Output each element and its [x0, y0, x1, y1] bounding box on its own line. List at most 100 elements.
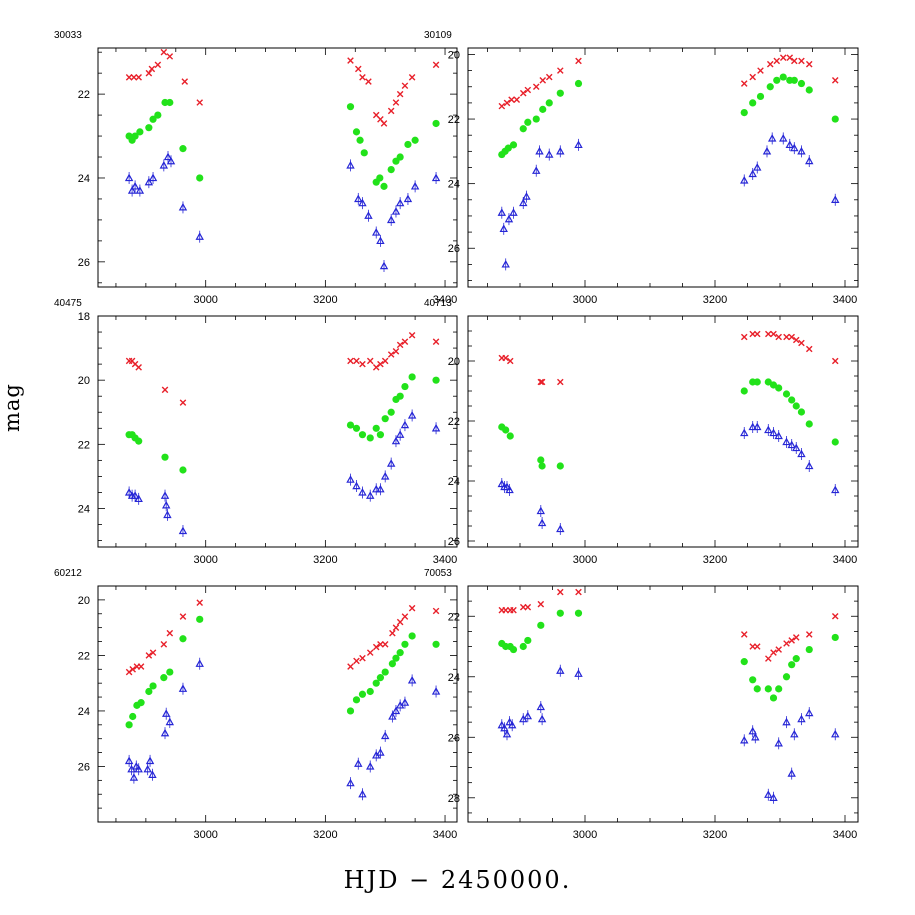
- panel-title: 30109: [424, 30, 452, 41]
- data-point-green: [769, 694, 778, 702]
- data-point-red: [740, 631, 748, 638]
- x-tick-label: 3000: [193, 554, 217, 566]
- data-point-green: [145, 687, 153, 696]
- data-point-red: [347, 663, 354, 670]
- data-point-red: [130, 74, 138, 81]
- data-point-red: [539, 77, 547, 84]
- data-point-green: [797, 408, 806, 416]
- data-point-green: [749, 99, 757, 107]
- data-point-red: [506, 357, 514, 365]
- y-tick-label: 22: [78, 439, 90, 451]
- data-point-green: [519, 125, 527, 133]
- data-point-green: [387, 408, 395, 416]
- data-point-red: [537, 600, 545, 608]
- data-point-green: [797, 79, 806, 88]
- data-point-green: [381, 668, 389, 676]
- data-point-red: [775, 646, 782, 653]
- y-tick-label: 18: [78, 311, 90, 323]
- data-point-green: [504, 144, 512, 152]
- x-axis-label: HJD − 2450000.: [343, 866, 572, 894]
- x-tick-label: 3000: [573, 829, 597, 841]
- x-tick-label: 3400: [433, 554, 457, 566]
- data-point-red: [557, 588, 564, 596]
- data-point-green: [792, 655, 800, 663]
- data-point-green: [524, 118, 532, 126]
- data-point-red: [161, 386, 169, 394]
- y-tick-label: 24: [78, 173, 90, 185]
- x-tick-label: 3000: [573, 294, 597, 306]
- panel-title: 60212: [54, 568, 82, 579]
- data-point-red: [791, 57, 798, 65]
- data-point-green: [404, 140, 412, 149]
- series-blue: [124, 657, 441, 801]
- y-tick-label: 24: [448, 476, 460, 488]
- data-point-green: [769, 381, 778, 389]
- data-point-red: [387, 107, 395, 115]
- panel-frame: [97, 315, 458, 548]
- data-point-green: [556, 462, 564, 470]
- series-red: [125, 331, 440, 406]
- data-point-green: [773, 76, 781, 84]
- data-point-red: [145, 69, 153, 77]
- data-point-green: [372, 424, 380, 432]
- y-tick-label: 24: [78, 706, 90, 718]
- x-tick-label: 3200: [703, 294, 727, 306]
- data-point-green: [556, 89, 564, 97]
- data-point-green: [788, 396, 796, 404]
- data-point-green: [346, 707, 355, 715]
- data-point-green: [519, 642, 527, 651]
- series-green: [125, 615, 440, 729]
- data-point-green: [432, 640, 440, 648]
- x-tick-label: 3400: [433, 294, 457, 306]
- data-point-red: [432, 607, 440, 615]
- data-point-green: [788, 661, 796, 669]
- data-point-green: [352, 696, 361, 704]
- data-point-green: [509, 645, 518, 654]
- data-point-red: [740, 80, 748, 87]
- data-point-red: [125, 74, 133, 81]
- panel-title: 40713: [424, 298, 452, 309]
- data-point-red: [749, 73, 756, 81]
- panel-frame: [467, 315, 859, 548]
- panel-70053: 70053 3000 3200 3400 22 24 26 28: [424, 568, 859, 841]
- data-point-green: [775, 384, 783, 392]
- data-point-green: [366, 434, 374, 442]
- data-point-red: [765, 330, 772, 338]
- data-point-red: [798, 57, 805, 65]
- series-red: [498, 54, 839, 110]
- data-point-green: [740, 658, 748, 666]
- data-point-red: [380, 120, 388, 127]
- data-point-red: [401, 613, 409, 620]
- data-point-red: [753, 643, 761, 650]
- data-point-green: [831, 633, 839, 642]
- data-point-red: [377, 360, 384, 368]
- data-point-green: [358, 431, 367, 439]
- data-point-red: [757, 67, 764, 74]
- y-tick-label: 22: [448, 416, 460, 428]
- data-point-red: [798, 339, 805, 347]
- data-point-red: [432, 338, 440, 345]
- data-point-green: [381, 415, 389, 423]
- data-point-red: [519, 89, 527, 97]
- data-point-red: [831, 77, 839, 84]
- data-point-red: [432, 61, 440, 69]
- y-tick-label: 20: [78, 595, 90, 607]
- data-point-green: [408, 632, 416, 640]
- data-point-red: [788, 637, 795, 644]
- data-point-red: [753, 330, 761, 338]
- data-point-red: [508, 96, 515, 103]
- data-point-green: [356, 136, 364, 144]
- data-point-red: [545, 73, 553, 81]
- series-green: [125, 98, 440, 190]
- x-tick-label: 3000: [573, 554, 597, 566]
- data-point-green: [360, 149, 368, 157]
- y-axis-label: mag: [0, 383, 24, 432]
- data-point-green: [766, 83, 774, 91]
- data-point-red: [359, 360, 366, 368]
- y-tick-label: 22: [78, 89, 90, 101]
- data-point-green: [792, 402, 800, 410]
- data-point-green: [740, 108, 748, 117]
- data-point-red: [154, 61, 162, 69]
- data-point-green: [161, 453, 169, 461]
- data-point-green: [502, 426, 510, 434]
